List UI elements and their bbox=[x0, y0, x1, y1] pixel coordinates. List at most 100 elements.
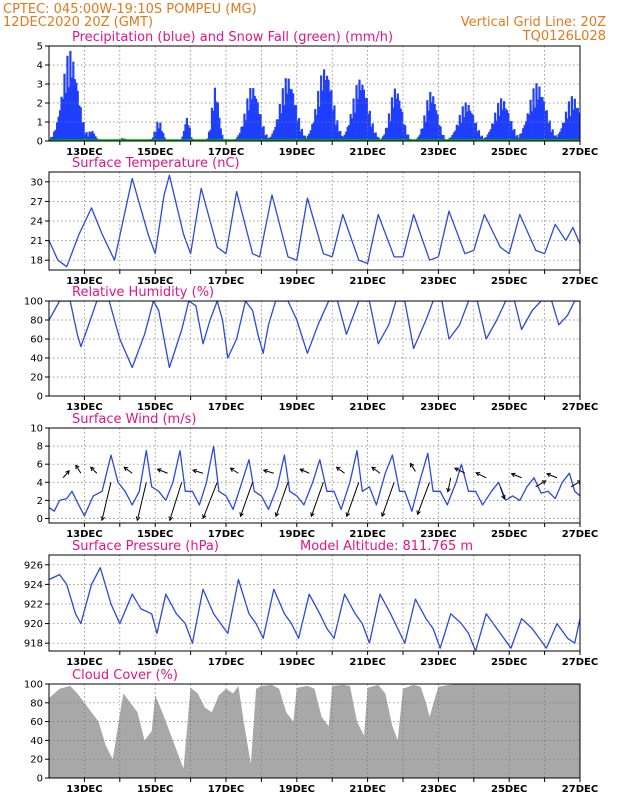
y-tick-label: 60 bbox=[30, 717, 43, 728]
precip-bar bbox=[61, 98, 65, 141]
precip-bar bbox=[334, 124, 337, 141]
panel-frame-precip bbox=[48, 45, 581, 142]
x-tick-label: 13DEC bbox=[66, 784, 102, 795]
precip-bar bbox=[84, 133, 87, 141]
panel-temp: Surface Temperature (nC) 18 21 24 27 30 13DEC 1… bbox=[30, 156, 598, 287]
wind-arrow bbox=[262, 468, 274, 474]
precip-bar bbox=[387, 113, 391, 141]
precip-bar bbox=[522, 128, 525, 141]
series-line-rh bbox=[49, 301, 580, 369]
precip-bar bbox=[151, 137, 155, 141]
precip-bar bbox=[317, 90, 320, 141]
precip-bar bbox=[241, 126, 245, 141]
x-tick-label: 13DEC bbox=[66, 276, 102, 287]
wind-arrow bbox=[371, 466, 381, 474]
precip-bar bbox=[243, 113, 246, 141]
precip-bar bbox=[56, 122, 59, 141]
precip-bar bbox=[471, 115, 475, 141]
precip-bar bbox=[529, 99, 532, 141]
precip-bar bbox=[505, 110, 509, 141]
precip-bar bbox=[449, 137, 453, 141]
precip-bar bbox=[309, 130, 312, 141]
y-tick-label: 924 bbox=[24, 580, 43, 591]
precip-bar bbox=[160, 131, 163, 141]
series-line-wind bbox=[49, 445, 580, 517]
header-model-code: TQ0126L028 bbox=[522, 29, 606, 44]
wind-arrow bbox=[535, 480, 547, 488]
precip-bar bbox=[261, 127, 264, 141]
precip-bar bbox=[463, 117, 466, 141]
precip-bar bbox=[435, 110, 438, 141]
precip-bar bbox=[361, 84, 364, 141]
y-tick-label: 20 bbox=[30, 373, 43, 384]
cloud-area bbox=[49, 684, 580, 778]
precip-bar bbox=[432, 96, 435, 141]
precip-bar bbox=[154, 132, 158, 141]
precip-bar bbox=[362, 89, 366, 141]
precip-bar bbox=[460, 122, 463, 141]
precip-bar bbox=[346, 126, 349, 141]
y-tick-label: 20 bbox=[30, 755, 43, 766]
wind-arrow bbox=[499, 486, 506, 500]
precip-bar bbox=[297, 118, 301, 141]
precip-bar bbox=[545, 110, 548, 141]
y-tick-label: 18 bbox=[30, 256, 43, 267]
header-run-time: 12DEC2020 20Z (GMT) bbox=[3, 15, 153, 30]
precip-bar bbox=[474, 122, 478, 141]
precip-bar bbox=[269, 136, 273, 141]
panel-title-rh: Relative Humidity (%) bbox=[72, 285, 214, 300]
precip-bar bbox=[263, 135, 267, 141]
precip-bar bbox=[501, 109, 504, 141]
precip-bar bbox=[364, 98, 367, 141]
y-tick-label: 40 bbox=[30, 354, 43, 365]
wind-arrow bbox=[416, 482, 431, 516]
precip-bar bbox=[566, 118, 569, 141]
wind-arrow bbox=[475, 472, 487, 479]
x-tick-label: 25DEC bbox=[491, 147, 527, 158]
precip-bar bbox=[563, 122, 566, 141]
panel-wind: Surface Wind (m/s) 0 2 4 6 8 10 13DEC 15DEC 17DEC… bbox=[30, 412, 598, 540]
panel-frame-wind bbox=[48, 427, 581, 524]
precip-bar bbox=[53, 131, 56, 141]
x-tick-label: 13DEC bbox=[66, 147, 102, 158]
precip-bar bbox=[238, 132, 242, 141]
precip-bar bbox=[573, 98, 576, 141]
panel-annotation-pres: Model Altitude: 811.765 m bbox=[300, 539, 473, 554]
precip-bar bbox=[356, 99, 360, 141]
panel-pres: Surface Pressure (hPa) Model Altitude: 81… bbox=[24, 539, 598, 668]
x-tick-label: 21DEC bbox=[349, 529, 385, 540]
y-tick-label: 3 bbox=[37, 80, 43, 91]
y-tick-label: 4 bbox=[37, 478, 43, 489]
precip-bar bbox=[421, 128, 425, 141]
precip-bar bbox=[343, 134, 346, 141]
precip-bar bbox=[454, 130, 457, 141]
precip-bar bbox=[94, 136, 97, 141]
precip-bar bbox=[504, 108, 507, 141]
x-tick-label: 21DEC bbox=[349, 402, 385, 413]
plot-area-precip bbox=[49, 50, 580, 141]
precip-bar bbox=[469, 110, 472, 141]
x-tick-label: 21DEC bbox=[349, 784, 385, 795]
precip-bar bbox=[213, 87, 217, 141]
precip-bar bbox=[508, 121, 512, 141]
precip-bar bbox=[420, 128, 423, 141]
precip-bar bbox=[207, 131, 211, 141]
x-tick-label: 15DEC bbox=[137, 784, 173, 795]
precip-bar bbox=[513, 129, 516, 141]
precip-bar bbox=[417, 136, 420, 141]
x-tick-label: 19DEC bbox=[279, 147, 315, 158]
precip-bar bbox=[542, 101, 545, 141]
y-tick-label: 4 bbox=[37, 61, 43, 72]
precip-bar bbox=[339, 130, 342, 141]
precip-bar bbox=[265, 134, 268, 141]
x-tick-label: 23DEC bbox=[420, 147, 456, 158]
precip-bar bbox=[526, 113, 529, 141]
x-tick-label: 23DEC bbox=[420, 529, 456, 540]
precip-bar bbox=[190, 137, 193, 141]
precip-bar bbox=[440, 134, 444, 141]
precip-bar bbox=[322, 69, 326, 141]
x-tick-label: 25DEC bbox=[491, 657, 527, 668]
precip-bar bbox=[430, 102, 433, 141]
precip-bar bbox=[50, 137, 53, 141]
wind-arrow bbox=[62, 469, 70, 479]
